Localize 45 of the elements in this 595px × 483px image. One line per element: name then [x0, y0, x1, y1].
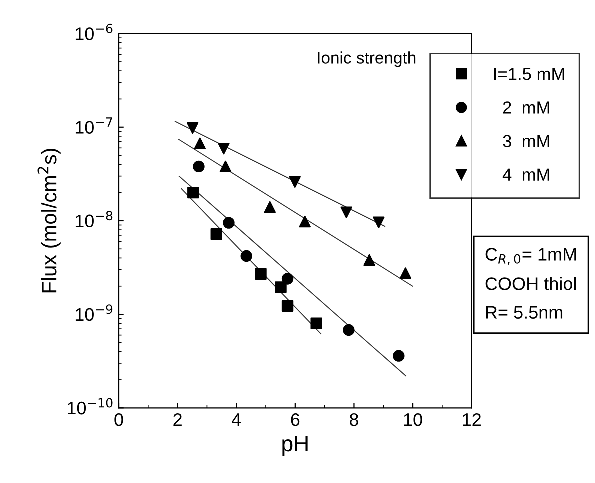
- point: [364, 254, 376, 266]
- point: [373, 216, 385, 228]
- point: [255, 268, 267, 280]
- x-tick-label: 6: [291, 413, 300, 426]
- point: [194, 138, 206, 150]
- legend-title: Ionic strength: [318, 52, 416, 68]
- point: [186, 122, 199, 134]
- point: [193, 160, 205, 173]
- point: [310, 318, 322, 330]
- point: [340, 206, 352, 218]
- legend-label: I=1.5 mM: [494, 68, 564, 80]
- x-tick-label: 8: [350, 413, 358, 426]
- point: [223, 217, 235, 229]
- legend-label: 4 mM: [502, 168, 550, 181]
- legend-label: 3 mM: [503, 135, 550, 148]
- text: C$_{R,0}$= 1mM: [486, 248, 576, 266]
- point: [299, 216, 311, 228]
- x-tick-label: 4: [232, 414, 242, 426]
- point: [218, 142, 230, 155]
- y-tick-label: 10$^{−7}$: [76, 118, 112, 134]
- legend-label: 2 mM: [503, 102, 550, 114]
- point: [220, 160, 232, 173]
- point: [275, 282, 287, 294]
- x-tick-label: 12: [463, 413, 481, 426]
- point: [343, 324, 355, 336]
- y-tick-label: 10$^{−10}$: [68, 398, 113, 415]
- x-axis-title: pH: [282, 436, 308, 456]
- point: [264, 201, 276, 214]
- y-axis-title: Flux (mol/cm$^{2}$s): [38, 148, 61, 293]
- y-tick-label: 10$^{−8}$: [76, 211, 113, 228]
- point: [282, 300, 294, 312]
- point: [400, 268, 412, 280]
- point: [289, 176, 301, 188]
- point: [393, 350, 405, 362]
- text: R= 5.5nm: [486, 306, 563, 319]
- text: COOH thiol: [486, 277, 576, 290]
- point: [188, 186, 200, 199]
- y-tick-label: 10$^{−6}$: [76, 24, 113, 40]
- point: [282, 273, 294, 285]
- point: [240, 250, 252, 262]
- point: [210, 228, 222, 240]
- y-tick-label: 10$^{−9}$: [76, 304, 113, 322]
- x-tick-label: 0: [114, 413, 124, 426]
- x-tick-label: 10: [404, 413, 422, 426]
- x-tick-label: 2: [174, 413, 182, 426]
